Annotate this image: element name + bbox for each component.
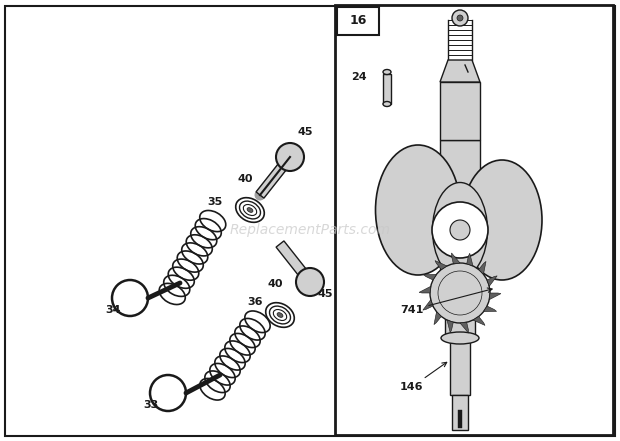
Circle shape — [450, 220, 470, 240]
Bar — [452, 395, 468, 430]
Text: 45: 45 — [318, 289, 334, 299]
Circle shape — [276, 143, 304, 171]
Circle shape — [452, 10, 468, 26]
Polygon shape — [489, 293, 501, 300]
Bar — [335, 5, 613, 435]
Polygon shape — [423, 274, 436, 280]
Polygon shape — [484, 306, 497, 312]
Bar — [458, 410, 462, 428]
Circle shape — [432, 202, 488, 258]
Polygon shape — [435, 261, 447, 269]
Ellipse shape — [383, 70, 391, 75]
Bar — [445, 285, 475, 340]
Polygon shape — [487, 276, 497, 286]
Circle shape — [296, 268, 324, 296]
Polygon shape — [460, 322, 469, 333]
Circle shape — [438, 271, 482, 315]
Text: 36: 36 — [247, 297, 263, 307]
Polygon shape — [467, 253, 473, 266]
Text: 35: 35 — [207, 197, 223, 207]
Ellipse shape — [433, 183, 487, 277]
Ellipse shape — [441, 332, 479, 344]
Text: 34: 34 — [105, 305, 120, 315]
Ellipse shape — [383, 101, 391, 106]
Ellipse shape — [277, 313, 283, 318]
Text: 24: 24 — [352, 72, 367, 82]
Ellipse shape — [462, 160, 542, 280]
Ellipse shape — [376, 145, 461, 275]
Text: 741: 741 — [400, 288, 492, 315]
Polygon shape — [423, 300, 433, 310]
Text: 40: 40 — [267, 279, 283, 289]
Circle shape — [430, 263, 490, 323]
Bar — [337, 7, 379, 35]
Bar — [440, 140, 480, 290]
Text: 45: 45 — [298, 127, 314, 137]
Polygon shape — [256, 154, 294, 198]
Bar — [450, 335, 470, 395]
Circle shape — [457, 15, 463, 21]
Bar — [383, 74, 391, 104]
Polygon shape — [440, 60, 480, 82]
Polygon shape — [473, 317, 485, 325]
Polygon shape — [447, 320, 453, 333]
Text: 146: 146 — [400, 363, 447, 392]
Text: 40: 40 — [237, 174, 253, 184]
Polygon shape — [419, 286, 431, 293]
Polygon shape — [434, 312, 441, 325]
Bar — [440, 82, 480, 140]
Ellipse shape — [247, 208, 253, 213]
Text: 33: 33 — [143, 400, 158, 410]
Polygon shape — [479, 262, 486, 274]
Text: 16: 16 — [349, 15, 366, 27]
Polygon shape — [451, 253, 460, 264]
Polygon shape — [276, 241, 314, 285]
Text: ReplacementParts.com: ReplacementParts.com — [229, 223, 391, 237]
